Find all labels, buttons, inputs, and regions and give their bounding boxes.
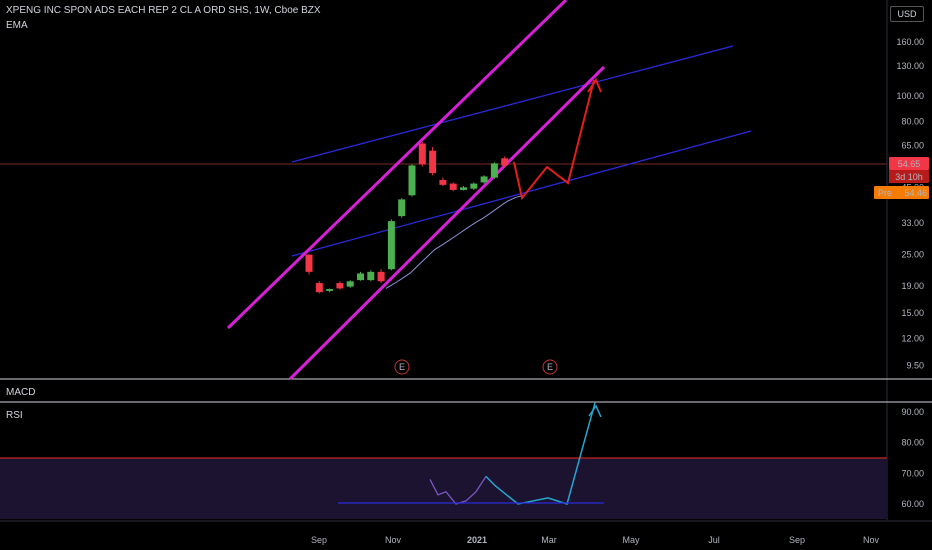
candle-body[interactable] xyxy=(480,176,488,183)
time-tick-label: Mar xyxy=(541,535,557,545)
time-tick-label: Sep xyxy=(789,535,805,545)
candle-body[interactable] xyxy=(346,281,354,287)
time-tick-label: May xyxy=(622,535,640,545)
price-tick-label: 25.00 xyxy=(901,250,924,260)
candle-body[interactable] xyxy=(326,289,334,291)
rsi-tick-label: 80.00 xyxy=(901,438,924,448)
price-tick-label: 19.00 xyxy=(901,281,924,291)
forecast-arrowhead xyxy=(587,77,602,93)
rsi-pane-label[interactable]: RSI xyxy=(6,410,23,421)
rsi-tick-label: 90.00 xyxy=(901,407,924,417)
time-tick-label: Jul xyxy=(708,535,720,545)
candle-body[interactable] xyxy=(429,150,437,174)
candle-body[interactable] xyxy=(357,273,364,281)
candle-body[interactable] xyxy=(377,271,385,282)
candle-body[interactable] xyxy=(501,158,509,166)
earnings-marker-label: E xyxy=(399,362,405,372)
last-price-label: 54.65 xyxy=(898,159,921,169)
time-tick-label: Nov xyxy=(385,535,402,545)
rsi-line-cyan[interactable] xyxy=(485,402,596,505)
price-tick-label: 9.50 xyxy=(906,360,924,370)
candle-body[interactable] xyxy=(408,165,416,196)
pre-market-price: 54.46 xyxy=(904,188,927,198)
macd-pane-label[interactable]: MACD xyxy=(6,387,36,398)
price-tick-label: 33.00 xyxy=(901,218,924,228)
rsi-arrowhead xyxy=(588,404,602,418)
candle-body[interactable] xyxy=(398,199,406,217)
currency-button[interactable]: USD xyxy=(890,6,924,22)
time-tick-label: Sep xyxy=(311,535,327,545)
price-tick-label: 12.00 xyxy=(901,334,924,344)
pre-market-tag xyxy=(874,186,929,199)
chart-title: XPENG INC SPON ADS EACH REP 2 CL A ORD S… xyxy=(6,5,321,16)
candle-body[interactable] xyxy=(449,183,457,190)
channel-upper-line[interactable] xyxy=(226,0,568,330)
price-tick-label: 65.00 xyxy=(901,140,924,150)
countdown-label: 3d 10h xyxy=(895,172,923,182)
price-tick-label: 130.00 xyxy=(896,61,924,71)
candle-body[interactable] xyxy=(460,187,467,190)
candle-body[interactable] xyxy=(387,221,395,270)
time-tick-label: Nov xyxy=(863,535,880,545)
pre-market-label: Pre xyxy=(878,188,892,198)
rsi-line-purple[interactable] xyxy=(429,476,487,505)
forecast-path[interactable] xyxy=(513,79,595,201)
earnings-marker-label: E xyxy=(547,362,553,372)
price-tick-label: 160.00 xyxy=(896,37,924,47)
rsi-tick-label: 70.00 xyxy=(901,468,924,478)
trendline-upper[interactable] xyxy=(291,45,734,163)
rsi-band xyxy=(0,458,887,519)
time-tick-label: 2021 xyxy=(467,535,487,545)
last-price-tag xyxy=(889,157,929,170)
candle-body[interactable] xyxy=(305,254,313,272)
candle-body[interactable] xyxy=(490,163,498,178)
earnings-marker-1[interactable] xyxy=(394,359,410,375)
candle-body[interactable] xyxy=(418,143,426,165)
countdown-tag xyxy=(889,170,929,183)
channel-lower-line[interactable] xyxy=(288,65,606,381)
candle-body[interactable] xyxy=(367,271,375,281)
candle-body[interactable] xyxy=(336,283,344,289)
ema-legend[interactable]: EMA xyxy=(6,20,28,31)
rsi-tick-label: 60.00 xyxy=(901,499,924,509)
earnings-marker-2[interactable] xyxy=(542,359,558,375)
price-tick-label: 100.00 xyxy=(896,91,924,101)
price-tick-label: 80.00 xyxy=(901,117,924,127)
price-tick-label: 15.00 xyxy=(901,308,924,318)
candle-body[interactable] xyxy=(315,283,323,293)
candle-body[interactable] xyxy=(470,183,478,189)
candle-body[interactable] xyxy=(439,179,447,185)
ema-line[interactable] xyxy=(385,194,524,289)
